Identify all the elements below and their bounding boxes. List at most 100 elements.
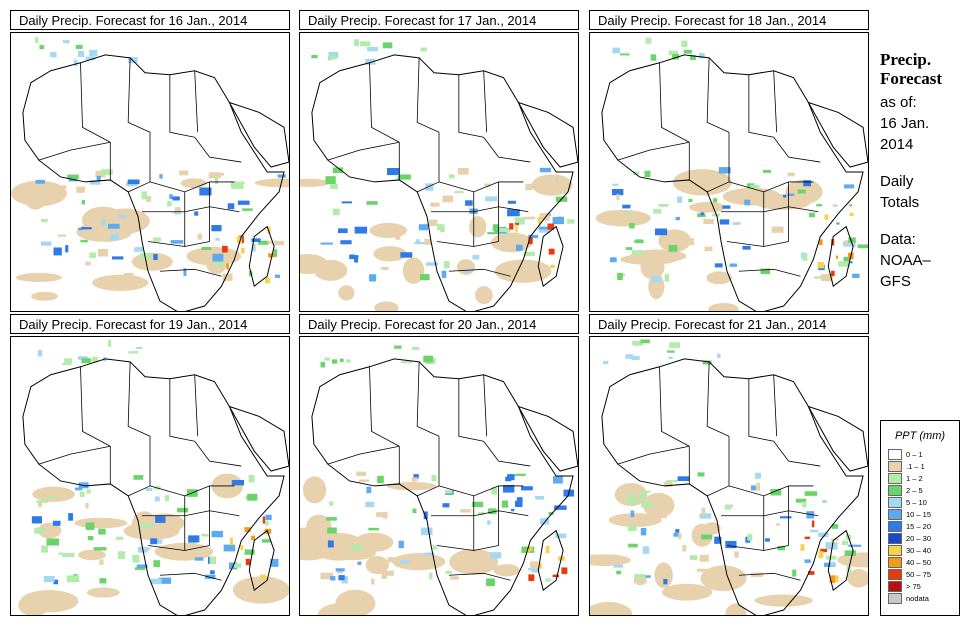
rain-cell <box>213 261 225 266</box>
rain-cell <box>750 184 760 188</box>
panel-title: Daily Precip. Forecast for 20 Jan., 2014 <box>299 314 579 334</box>
rain-cell <box>654 228 668 236</box>
rain-cell <box>505 476 512 482</box>
rain-cell <box>244 549 255 555</box>
heavy-rain-cell <box>251 535 256 541</box>
light-rain-patch <box>180 178 207 189</box>
legend-swatch <box>888 568 902 580</box>
rain-cell <box>150 578 162 585</box>
country-border <box>458 74 484 138</box>
country-border <box>80 366 111 447</box>
heavy-rain-cell <box>818 239 823 246</box>
panel-title: Daily Precip. Forecast for 18 Jan., 2014 <box>589 10 869 30</box>
country-border <box>416 132 440 193</box>
country-border <box>149 485 235 497</box>
rain-cell <box>617 272 623 281</box>
light-rain-patch <box>654 562 673 589</box>
africa-map <box>11 37 289 311</box>
country-border <box>431 510 529 517</box>
light-rain-patch <box>374 301 399 311</box>
heavy-rain-cell <box>245 558 251 566</box>
light-rain-patch <box>590 601 633 615</box>
heavy-rain-cell <box>528 237 533 245</box>
heavy-rain-cell <box>832 575 839 583</box>
country-border <box>483 70 488 133</box>
light-rain-patch <box>32 486 75 502</box>
rain-cell <box>625 247 633 250</box>
country-border <box>773 137 821 163</box>
rain-cell <box>673 532 680 537</box>
heavy-rain-cell <box>835 255 839 259</box>
rain-cell <box>750 572 764 577</box>
rain-cell <box>765 538 770 542</box>
coastline <box>601 54 864 311</box>
rain-cell <box>170 240 184 244</box>
rain-cell <box>412 346 420 351</box>
heavy-rain-cell <box>525 549 530 554</box>
panel-title: Daily Precip. Forecast for 21 Jan., 2014 <box>589 314 869 334</box>
legend-item: .1 – 1 <box>888 460 959 472</box>
rain-cell <box>416 239 420 244</box>
rain-cell <box>659 515 667 519</box>
rain-cell <box>366 201 378 205</box>
rain-cell <box>702 360 712 365</box>
rain-cell <box>156 539 163 544</box>
heavy-rain-cell <box>240 545 244 551</box>
rain-cell <box>264 520 269 526</box>
legend-label: 5 – 10 <box>906 497 927 507</box>
rain-cell <box>445 489 453 494</box>
rain-cell <box>40 241 52 246</box>
rain-cell <box>681 40 688 48</box>
rain-cell <box>340 240 352 245</box>
light-rain-patch <box>708 302 739 311</box>
rain-cell <box>787 193 795 196</box>
rain-cell <box>442 195 453 203</box>
rain-cell <box>688 238 695 246</box>
rain-cell <box>134 247 144 252</box>
rain-cell <box>699 554 709 562</box>
rain-cell <box>672 53 680 60</box>
data-label-3: GFS <box>880 273 911 290</box>
rain-cell <box>675 529 680 533</box>
country-border <box>194 70 199 133</box>
country-border <box>748 74 774 138</box>
legend-item: nodata <box>888 592 959 604</box>
rain-cell <box>610 257 617 263</box>
heavy-rain-cell <box>550 264 555 268</box>
rain-cell <box>77 356 88 360</box>
rain-cell <box>849 204 853 207</box>
legend-swatch <box>888 460 902 472</box>
rain-cell <box>640 527 647 536</box>
rain-cell <box>46 538 60 546</box>
rain-cell <box>86 489 91 494</box>
rain-cell <box>626 212 634 215</box>
rain-cell <box>454 191 464 194</box>
rain-cell <box>354 226 368 234</box>
rain-cell <box>629 223 635 229</box>
rain-cell <box>265 514 272 521</box>
rain-cell <box>133 475 144 480</box>
rain-cell <box>423 552 435 556</box>
rain-cell <box>311 55 318 59</box>
rain-cell <box>85 522 95 530</box>
rain-cell <box>39 45 45 50</box>
rain-cell <box>136 564 148 568</box>
rain-cell <box>61 552 75 558</box>
rain-cell <box>792 569 797 577</box>
rain-cell <box>78 227 83 231</box>
legend-item: 2 – 5 <box>888 484 959 496</box>
light-rain-patch <box>123 522 180 540</box>
country-border <box>748 378 774 442</box>
rain-cell <box>668 244 678 252</box>
country-border <box>738 268 801 277</box>
madagascar-outline <box>537 225 564 288</box>
light-rain-patch <box>373 246 407 262</box>
rain-cell <box>425 262 438 266</box>
legend-label: 50 – 75 <box>906 569 932 579</box>
data-label-2: NOAA– <box>880 252 931 269</box>
rain-cell <box>87 535 94 541</box>
rain-cell <box>514 500 523 507</box>
rain-cell <box>717 353 721 359</box>
light-rain-patch <box>317 602 367 615</box>
rain-cell <box>719 219 730 225</box>
